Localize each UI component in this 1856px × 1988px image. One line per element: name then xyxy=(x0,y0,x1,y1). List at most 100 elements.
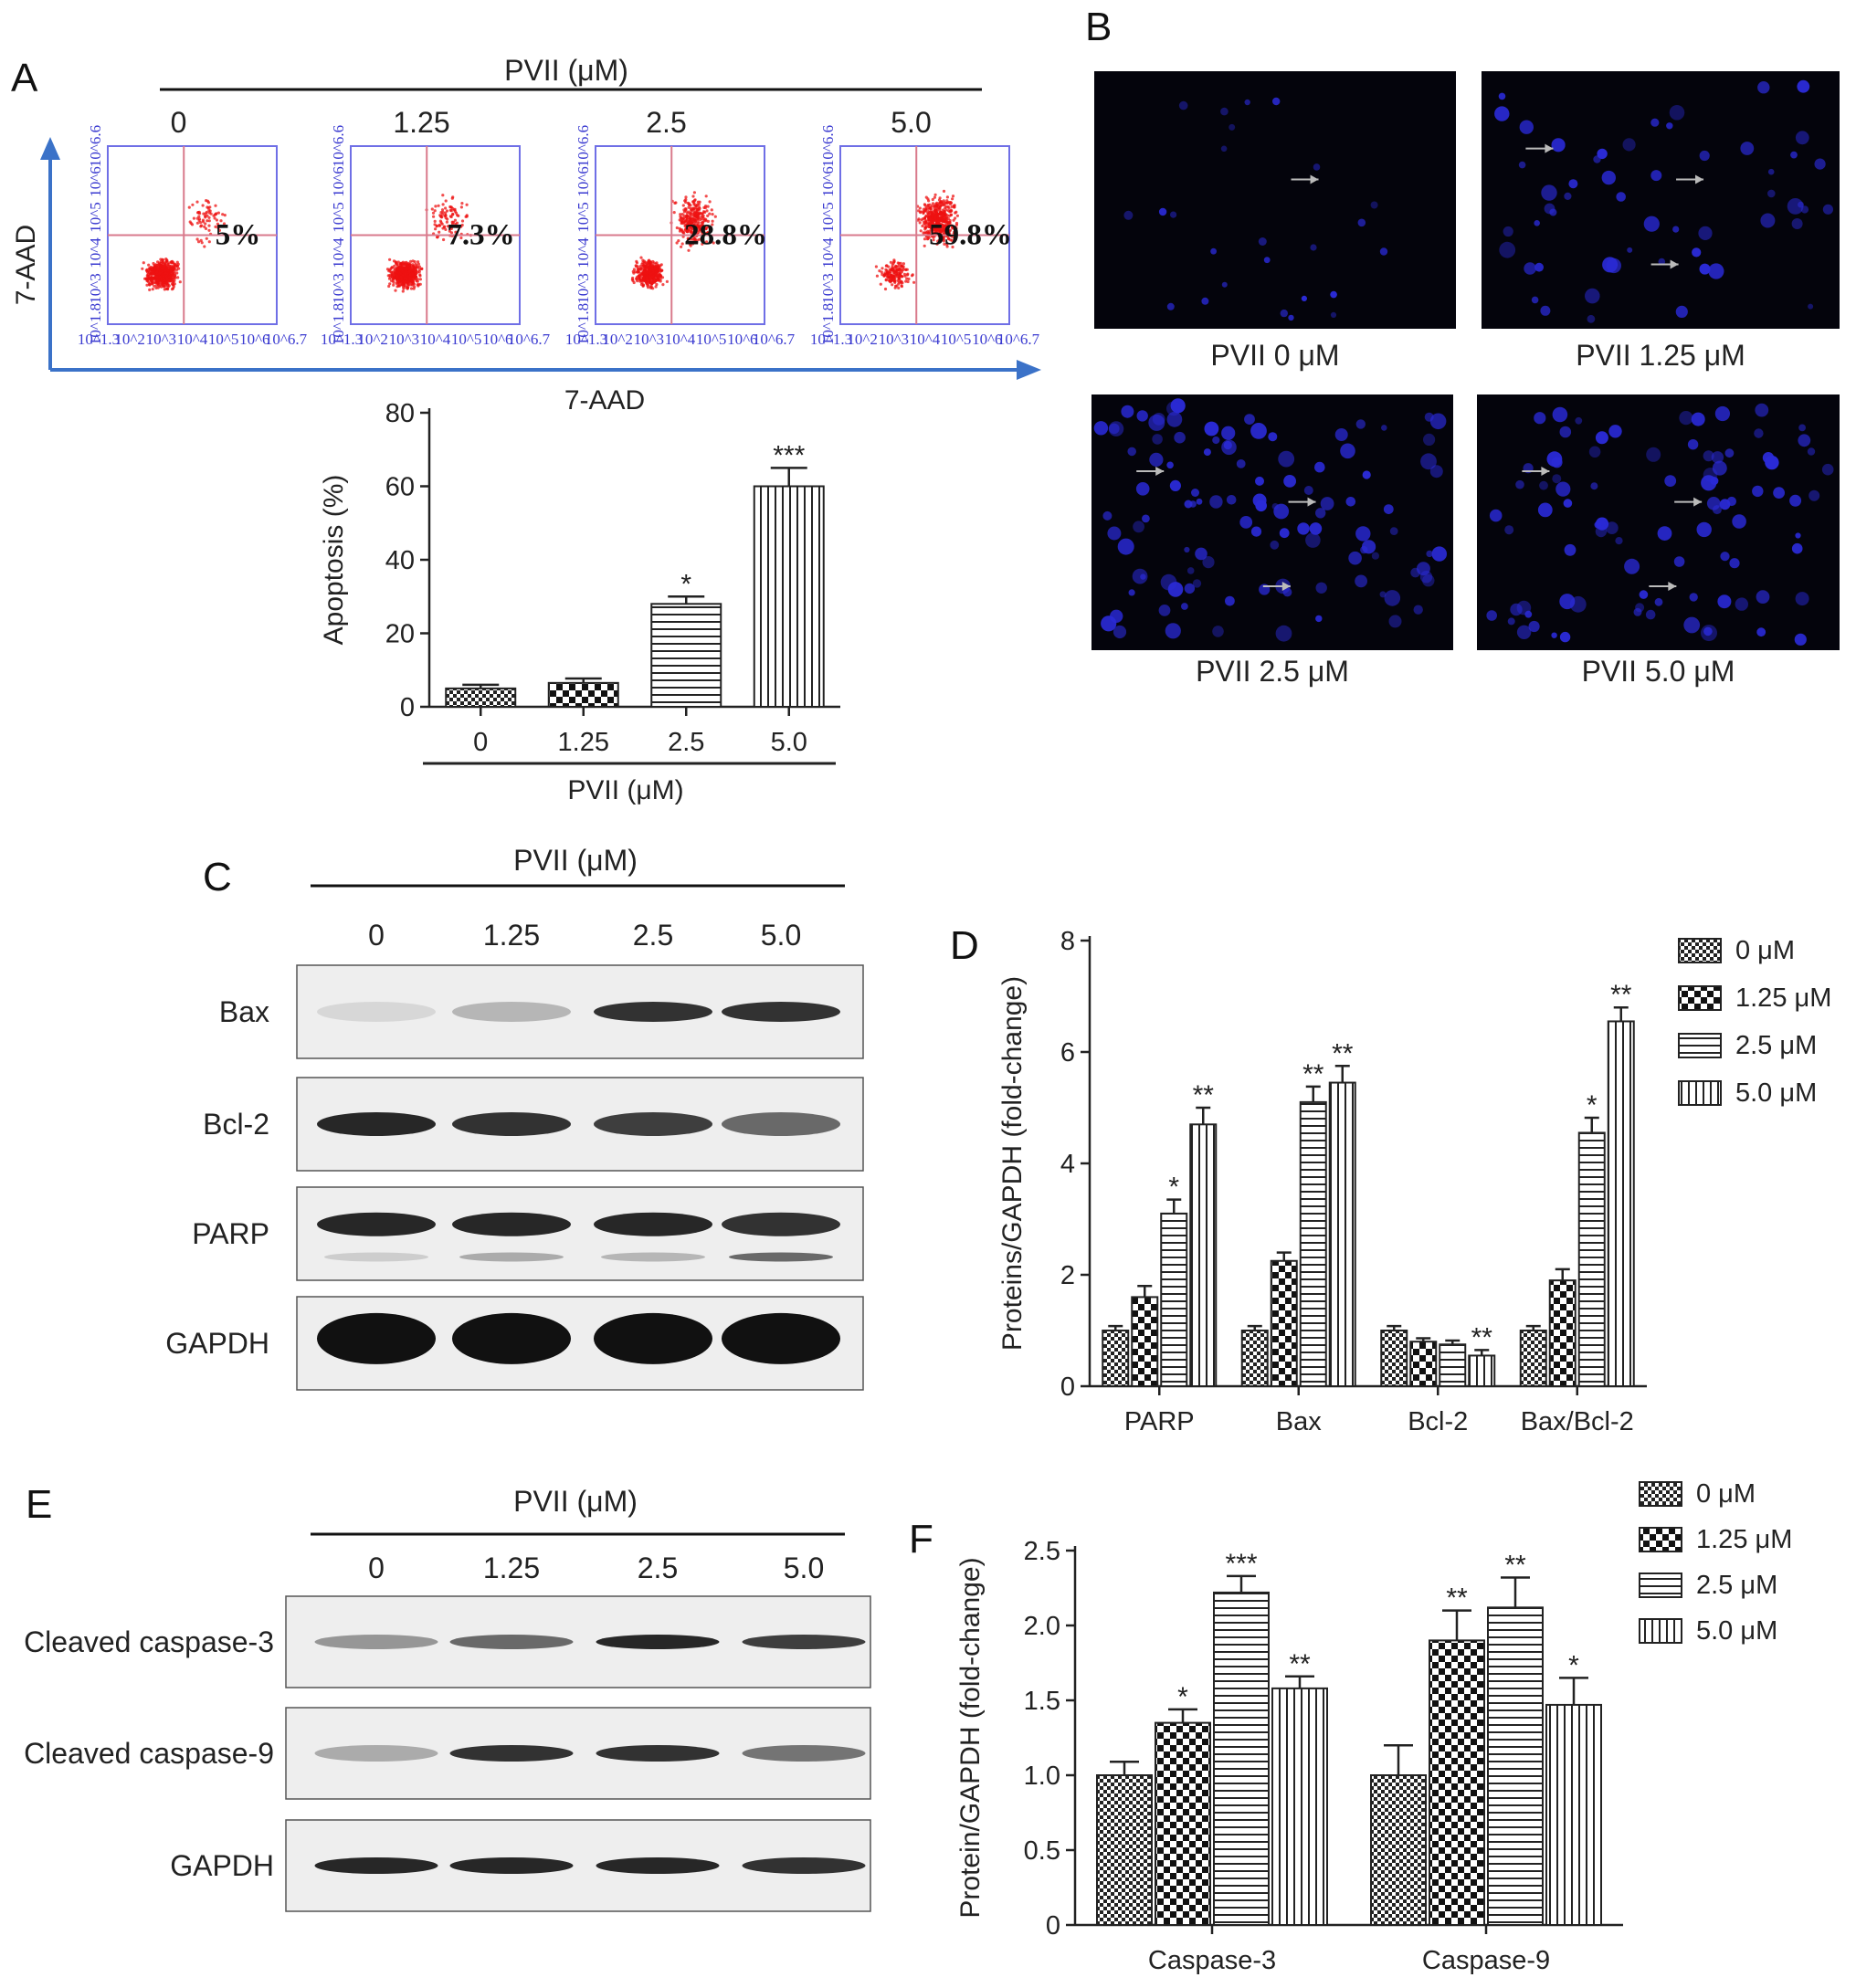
nucleus xyxy=(1314,461,1325,473)
nucleus xyxy=(1123,210,1134,220)
flow-x-tick: 10^6 xyxy=(972,331,1002,348)
nucleus xyxy=(1755,403,1769,417)
nucleus xyxy=(1791,218,1803,229)
nucleus xyxy=(1128,589,1135,596)
nucleus xyxy=(1808,303,1814,310)
y-tick-label: 20 xyxy=(385,620,415,649)
nucleus xyxy=(1360,545,1368,554)
legend-swatch xyxy=(1639,1527,1682,1552)
legend-swatch xyxy=(1678,1033,1722,1058)
x-tick-label: Bax xyxy=(1276,1407,1322,1436)
nucleus xyxy=(1588,446,1601,458)
legend-label: 1.25 μM xyxy=(1696,1525,1792,1554)
y-axis-label: Protein/GAPDH (fold-change) xyxy=(955,1557,986,1918)
blot-band xyxy=(452,1312,571,1364)
flow-x-tick: 10^3 xyxy=(146,331,176,348)
nucleus xyxy=(1236,459,1246,468)
nucleus xyxy=(1166,401,1181,416)
nucleus xyxy=(1795,532,1801,539)
nucleus xyxy=(1209,495,1223,509)
blot-band xyxy=(722,1312,840,1364)
blot-row-label: GAPDH xyxy=(165,1327,269,1360)
significance-mark: ** xyxy=(1446,1583,1468,1614)
nucleus xyxy=(1334,428,1348,441)
lane-label: 2.5 xyxy=(638,1551,678,1584)
bar xyxy=(1487,1606,1544,1926)
nucleus xyxy=(1282,587,1292,597)
bar xyxy=(1439,1343,1467,1387)
nucleus xyxy=(1710,477,1719,486)
bar xyxy=(753,485,825,708)
panel-c-header: PVII (μM) xyxy=(513,844,638,877)
nucleus xyxy=(1735,597,1749,611)
legend-swatch xyxy=(1639,1573,1682,1598)
nucleus xyxy=(1503,226,1513,237)
nucleus xyxy=(1310,244,1317,251)
legend-swatch xyxy=(1678,938,1722,963)
bar xyxy=(1577,1131,1606,1387)
nucleus xyxy=(1413,605,1423,615)
micrograph-grid: PVII 0 μM PVII 1.25 μM PVII 2.5 μM PVII 5.0… xyxy=(1091,71,1840,688)
nucleus xyxy=(1773,487,1785,499)
flow-x-tick: 10^2 xyxy=(602,331,632,348)
nucleus xyxy=(1524,610,1533,618)
flow-x-tick: 10^6.7 xyxy=(997,331,1040,348)
nucleus xyxy=(1795,592,1809,606)
bar xyxy=(1380,1330,1408,1387)
blot-band xyxy=(594,1312,712,1364)
nucleus xyxy=(1184,546,1190,553)
nucleus xyxy=(1370,201,1378,209)
nucleus xyxy=(1191,489,1199,497)
nucleus xyxy=(1158,207,1167,216)
bar xyxy=(445,687,517,708)
y-axis-label: Proteins/GAPDH (fold-change) xyxy=(997,976,1028,1351)
significance-mark: * xyxy=(1587,1090,1598,1120)
blot-band xyxy=(314,1635,438,1649)
legend-label: 1.25 μM xyxy=(1735,983,1831,1013)
y-tick-label: 4 xyxy=(1060,1150,1075,1179)
flow-y-tick: 10^6 xyxy=(575,166,592,196)
nucleus xyxy=(1729,558,1740,569)
legend-label: 0 μM xyxy=(1696,1479,1756,1509)
bar xyxy=(1270,1259,1298,1387)
nucleus xyxy=(1555,481,1571,497)
nucleus xyxy=(1181,603,1188,610)
micrograph-0: PVII 0 μM xyxy=(1094,71,1456,372)
nucleus xyxy=(1698,226,1713,240)
flow-y-tick: 10^3 xyxy=(87,273,104,303)
x-tick-label: 1.25 xyxy=(558,728,609,757)
flow-y-tick: 10^4 xyxy=(575,237,592,268)
blot-row: PARP xyxy=(192,1186,864,1281)
blot-band xyxy=(449,1857,574,1874)
significance-mark: ** xyxy=(1289,1649,1311,1679)
flow-percentage: 28.8% xyxy=(684,218,767,251)
y-tick-label: 80 xyxy=(385,399,415,428)
flow-x-tick: 10^5 xyxy=(208,331,238,348)
y-tick-label: 1.5 xyxy=(1024,1687,1060,1716)
nucleus xyxy=(1791,542,1803,554)
flow-x-tick: 10^5 xyxy=(696,331,726,348)
nucleus xyxy=(1355,574,1367,588)
nucleus xyxy=(1494,106,1510,121)
flow-x-tick: 10^2 xyxy=(357,331,387,348)
lane-label: 1.25 xyxy=(483,919,540,952)
nucleus xyxy=(1756,590,1770,604)
blot-row-label: Bcl-2 xyxy=(203,1108,269,1141)
y-tick-label: 0 xyxy=(400,693,415,722)
nucleus xyxy=(1422,574,1435,587)
nucleus xyxy=(1255,476,1264,486)
nucleus xyxy=(1220,145,1228,153)
nucleus xyxy=(1552,406,1568,423)
bar xyxy=(1102,1330,1130,1387)
panel-label-a: A xyxy=(11,56,38,100)
flow-dot-cloud xyxy=(141,199,227,291)
nucleus xyxy=(1305,532,1321,548)
nucleus xyxy=(1507,617,1515,626)
nucleus xyxy=(1531,296,1539,304)
nucleus xyxy=(1184,500,1193,509)
blot-row-label: Cleaved caspase-3 xyxy=(24,1625,274,1658)
nucleus xyxy=(1169,479,1181,492)
nucleus xyxy=(1594,521,1602,529)
flow-x-tick: 10^5 xyxy=(941,331,971,348)
blot-band xyxy=(317,1112,436,1136)
